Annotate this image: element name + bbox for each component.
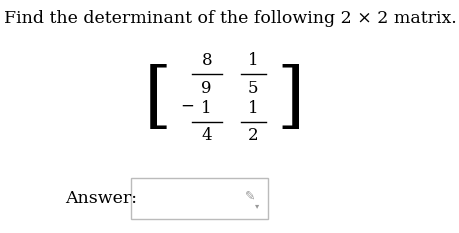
Text: 4: 4 (201, 127, 212, 144)
Text: 9: 9 (201, 79, 212, 96)
Text: −: − (179, 98, 194, 115)
Text: ▾: ▾ (254, 201, 258, 210)
Text: 5: 5 (247, 79, 258, 96)
Text: 1: 1 (247, 100, 258, 117)
Text: ✎: ✎ (244, 190, 254, 203)
Text: Find the determinant of the following 2 × 2 matrix.: Find the determinant of the following 2 … (4, 10, 455, 27)
Text: 1: 1 (201, 100, 212, 117)
Text: [: [ (144, 63, 172, 134)
Text: ]: ] (276, 63, 304, 134)
Text: 8: 8 (201, 52, 212, 69)
Text: Answer:: Answer: (65, 190, 137, 207)
Text: 1: 1 (247, 52, 258, 69)
Text: 2: 2 (247, 127, 258, 144)
